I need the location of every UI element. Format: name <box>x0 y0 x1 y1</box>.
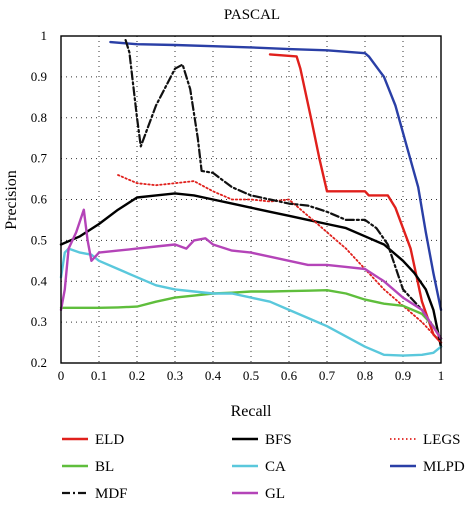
legend-label-mdf: MDF <box>95 486 128 502</box>
legend-label-mlpd: MLPD <box>423 459 465 475</box>
series-line-ca <box>59 247 443 357</box>
x-tick-label: 0.7 <box>319 368 336 383</box>
legend-label-bl: BL <box>95 459 114 475</box>
x-tick-label: 0.9 <box>395 368 411 383</box>
y-tick-label: 0.7 <box>31 151 48 166</box>
legend: ELD BFS LEGS BL CA MLPD MDF GL <box>62 432 465 502</box>
chart-title: PASCAL <box>224 7 280 23</box>
x-tick-label: 0.4 <box>205 368 222 383</box>
x-tick-label: 0.5 <box>243 368 259 383</box>
series-line-bfs <box>59 192 443 348</box>
y-tick-label: 0.2 <box>31 355 47 370</box>
y-tick-label: 0.6 <box>31 192 48 207</box>
legend-label-bfs: BFS <box>265 432 292 448</box>
tick-labels: 0 0.1 0.2 0.3 0.4 0.5 0.6 0.7 0.8 0.9 1 0.2 0.3 0.4 0.… <box>31 28 445 383</box>
x-tick-label: 0 <box>58 368 65 383</box>
x-tick-label: 0.3 <box>167 368 183 383</box>
x-tick-label: 0.6 <box>281 368 298 383</box>
y-axis-label: Precision <box>3 170 20 230</box>
series-line-eld <box>268 53 443 344</box>
x-tick-label: 0.1 <box>91 368 107 383</box>
y-tick-label: 0.8 <box>31 110 47 125</box>
y-tick-label: 0.9 <box>31 69 47 84</box>
plot-frame <box>60 35 442 364</box>
legend-label-eld: ELD <box>95 432 124 448</box>
x-axis-label: Recall <box>231 403 272 420</box>
y-tick-label: 0.3 <box>31 314 47 329</box>
series-line-mlpd <box>109 40 443 312</box>
y-tick-label: 0.5 <box>31 232 47 247</box>
y-tick-label: 1 <box>41 28 48 43</box>
y-tick-label: 0.4 <box>31 273 48 288</box>
legend-label-legs: LEGS <box>423 432 461 448</box>
x-tick-label: 0.2 <box>129 368 145 383</box>
x-tick-label: 0.8 <box>357 368 373 383</box>
series-lines <box>59 38 443 357</box>
x-tick-label: 1 <box>438 368 445 383</box>
legend-label-gl: GL <box>265 486 285 502</box>
series-line-mdf <box>124 38 443 340</box>
series-line-gl <box>59 208 443 340</box>
series-line-bl <box>59 289 443 340</box>
legend-label-ca: CA <box>265 459 286 475</box>
